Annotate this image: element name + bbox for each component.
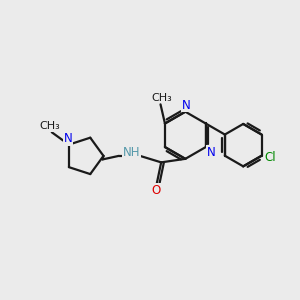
Text: CH₃: CH₃: [152, 93, 172, 103]
Text: N: N: [64, 132, 73, 145]
Text: N: N: [207, 146, 215, 159]
Text: NH: NH: [123, 146, 140, 159]
Text: CH₃: CH₃: [39, 122, 60, 131]
Text: O: O: [152, 184, 161, 196]
Text: Cl: Cl: [265, 151, 276, 164]
Text: N: N: [182, 99, 190, 112]
